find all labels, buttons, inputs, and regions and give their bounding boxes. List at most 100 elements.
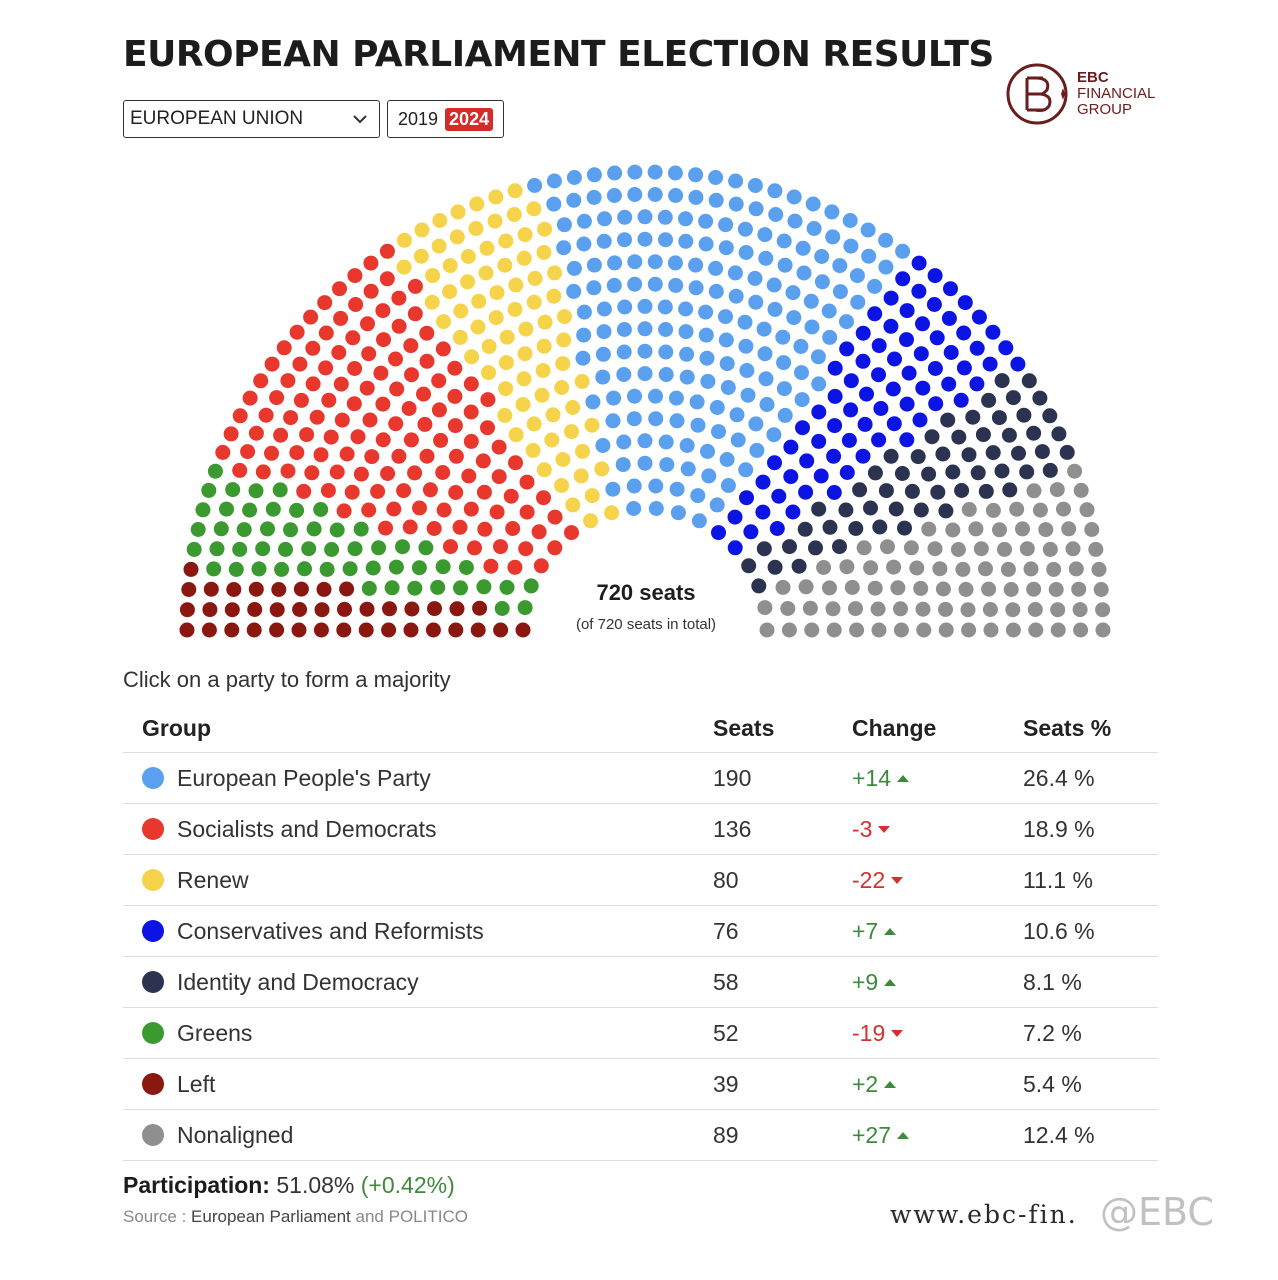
seat-dot — [347, 541, 363, 557]
seat-dot — [781, 622, 797, 638]
seat-dot — [575, 443, 590, 459]
seat-dot — [449, 601, 465, 617]
seat-dot — [283, 522, 298, 538]
seat-dot — [747, 270, 763, 286]
seat-dot — [201, 622, 217, 638]
seat-dot — [769, 521, 785, 536]
seat-dot — [1005, 390, 1021, 406]
cell-change: +14 — [852, 752, 1023, 804]
seat-dot — [637, 231, 653, 247]
seat-dot — [404, 367, 419, 383]
seat-dot — [517, 600, 533, 616]
seat-dot — [804, 319, 820, 335]
seat-dot — [447, 418, 463, 434]
seat-dot — [679, 346, 695, 362]
source-prefix: Source : — [123, 1207, 187, 1226]
seat-dot — [452, 519, 468, 535]
seat-dot — [871, 432, 887, 448]
table-row[interactable]: Socialists and Democrats 136 -3 18.9 % — [123, 803, 1158, 855]
seat-dot — [555, 452, 571, 467]
seat-dot — [481, 365, 496, 381]
seat-dot — [232, 462, 248, 478]
seat-dot — [1093, 582, 1109, 597]
seat-dot — [1026, 425, 1042, 441]
seat-dot — [1042, 462, 1058, 478]
seat-dot — [296, 483, 312, 499]
seat-dot — [1042, 408, 1058, 424]
cell-seats: 76 — [713, 905, 852, 957]
seat-dot — [545, 407, 561, 423]
seat-dot — [767, 183, 783, 199]
seat-dot — [855, 325, 871, 341]
seat-dot — [867, 580, 883, 596]
table-row[interactable]: Identity and Democracy 58 +9 8.1 % — [123, 956, 1158, 1008]
table-row[interactable]: Renew 80 -22 11.1 % — [123, 854, 1158, 906]
seat-dot — [292, 356, 308, 372]
seat-dot — [883, 448, 899, 464]
seat-dot — [878, 232, 894, 248]
seat-dot — [748, 416, 764, 432]
logo-line1: EBC — [1077, 69, 1109, 86]
seat-dot — [240, 444, 256, 460]
seat-dot — [637, 433, 653, 449]
seat-dot — [228, 561, 244, 577]
table-row[interactable]: Left 39 +2 5.4 % — [123, 1058, 1158, 1110]
seat-dot — [913, 502, 929, 518]
seat-dot — [688, 257, 704, 273]
seat-dot — [336, 503, 352, 519]
seat-dot — [359, 601, 375, 617]
seat-dot — [556, 240, 572, 256]
seat-dot — [728, 288, 744, 304]
change-text: +14 — [852, 764, 892, 791]
seat-dot — [657, 209, 673, 225]
seat-dot — [565, 497, 581, 513]
seat-dot — [648, 388, 663, 404]
seat-dot — [720, 380, 736, 395]
seat-dot — [880, 539, 895, 555]
seat-dot — [938, 601, 953, 617]
seat-dot — [319, 561, 335, 577]
table-row[interactable]: Nonaligned 89 +27 12.4 % — [123, 1109, 1158, 1161]
seat-dot — [480, 392, 496, 408]
seat-dot — [783, 469, 799, 485]
seat-dot — [708, 283, 724, 299]
year-2024-button[interactable]: 2024 — [445, 107, 494, 131]
seat-dot — [1000, 561, 1016, 577]
table-row[interactable]: Conservatives and Reformists 76 +7 10.6 % — [123, 905, 1158, 957]
seat-dot — [893, 622, 909, 638]
seat-dot — [740, 387, 756, 403]
seat-dot — [313, 502, 329, 517]
seat-dot — [375, 303, 391, 319]
seat-dot — [215, 444, 231, 460]
seat-dot — [586, 257, 602, 273]
party-name: Conservatives and Reformists — [177, 917, 484, 944]
seat-dot — [316, 581, 332, 597]
seat-dot — [839, 465, 855, 480]
seat-dot — [586, 280, 602, 296]
seat-dot — [997, 541, 1012, 557]
seat-dot — [574, 373, 590, 389]
seat-dot — [497, 407, 513, 423]
region-select[interactable]: EUROPEAN UNION — [123, 100, 380, 138]
seat-dot — [344, 484, 360, 500]
seat-dot — [518, 541, 534, 557]
seat-dot — [458, 560, 474, 575]
seat-dot — [871, 367, 886, 383]
seat-dot — [306, 521, 322, 537]
table-header-row: Group Seats Change Seats % — [123, 704, 1158, 753]
seat-dot — [938, 503, 954, 519]
seat-dot — [648, 478, 664, 494]
party-name: European People's Party — [177, 764, 431, 791]
seat-dot — [1088, 541, 1104, 557]
seat-dot — [969, 340, 985, 356]
ebc-logo-icon — [1006, 63, 1068, 125]
seat-dot — [843, 238, 859, 254]
year-2019-button[interactable]: 2019 — [398, 108, 439, 129]
seat-dot — [273, 427, 289, 443]
seat-dot — [689, 394, 705, 410]
seat-dot — [280, 463, 296, 479]
seat-dot — [274, 561, 290, 577]
seat-dot — [743, 524, 759, 540]
table-row[interactable]: European People's Party 190 +14 26.4 % — [123, 752, 1158, 804]
table-row[interactable]: Greens 52 -19 7.2 % — [123, 1007, 1158, 1059]
